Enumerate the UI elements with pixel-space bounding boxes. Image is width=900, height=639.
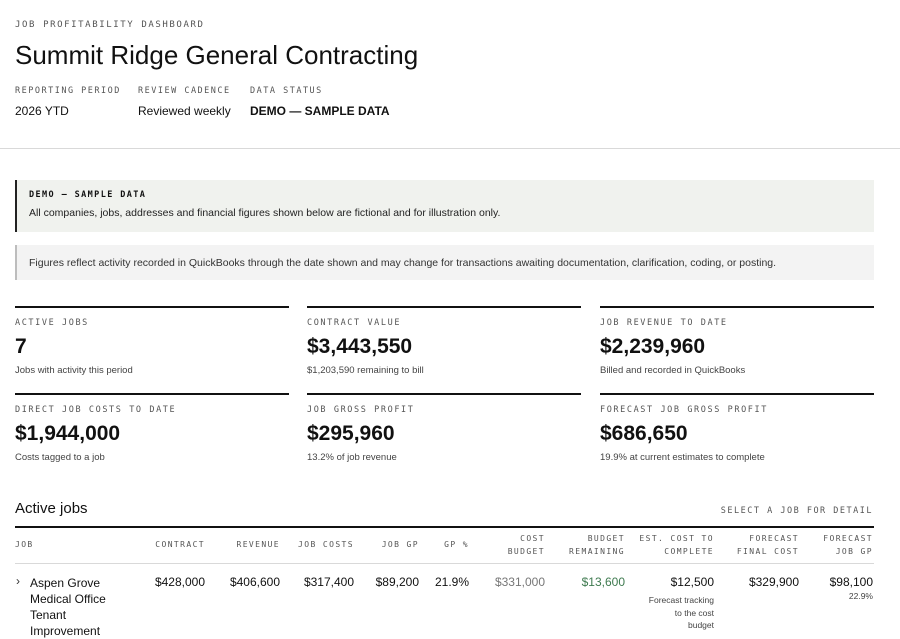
cell-est-cost: $12,500 — [670, 575, 714, 589]
demo-banner-text: All companies, jobs, addresses and finan… — [29, 207, 501, 219]
kpi-subtext: Billed and recorded in QuickBooks — [600, 365, 746, 376]
est-note-line3: budget — [688, 620, 714, 630]
col-contract: CONTRACT — [155, 540, 205, 549]
job-name-link[interactable]: Aspen Grove Medical Office Tenant Improv… — [30, 576, 106, 638]
cell-gp-pct: 21.9% — [434, 575, 469, 589]
col-forecast-final-line1: FORECAST — [749, 534, 799, 543]
kpi-value: $295,960 — [307, 422, 395, 445]
meta-review-cadence: REVIEW CADENCE Reviewed weekly — [138, 86, 231, 118]
select-job-hint: SELECT A JOB FOR DETAIL — [720, 506, 873, 516]
col-est-cost-to-complete: EST. COST TO COMPLETE — [639, 532, 714, 558]
meta-label: REPORTING PERIOD — [15, 86, 121, 96]
active-jobs-heading: Active jobs — [15, 500, 88, 517]
kpi-forecast-gross-profit: FORECAST JOB GROSS PROFIT $686,650 19.9%… — [600, 393, 874, 463]
col-est-cost-line1: EST. COST TO — [639, 534, 714, 543]
kpi-direct-job-costs: DIRECT JOB COSTS TO DATE $1,944,000 Cost… — [15, 393, 289, 463]
cell-job-costs: $317,400 — [303, 575, 354, 589]
col-cost-budget-line2: BUDGET — [507, 547, 545, 556]
meta-value: DEMO — SAMPLE DATA — [250, 104, 390, 118]
col-budget-remaining-line2: REMAINING — [569, 547, 625, 556]
kpi-label: JOB GROSS PROFIT — [307, 405, 415, 415]
meta-data-status: DATA STATUS DEMO — SAMPLE DATA — [250, 86, 390, 118]
demo-banner: DEMO — SAMPLE DATA All companies, jobs, … — [15, 180, 874, 232]
col-forecast-gp-line2: JOB GP — [835, 547, 873, 556]
kpi-label: ACTIVE JOBS — [15, 318, 89, 328]
col-job-costs: JOB COSTS — [298, 540, 354, 549]
meta-value: 2026 YTD — [15, 104, 69, 118]
kpi-label: DIRECT JOB COSTS TO DATE — [15, 405, 177, 415]
chevron-right-icon[interactable]: › — [16, 574, 20, 588]
col-forecast-job-gp: FORECAST JOB GP — [823, 532, 873, 558]
col-job: JOB — [15, 540, 34, 549]
cell-forecast-job-gp: $98,100 — [829, 575, 873, 589]
table-top-rule — [15, 526, 874, 528]
cell-revenue: $406,600 — [229, 575, 280, 589]
col-cost-budget: COST BUDGET — [508, 532, 545, 558]
col-cost-budget-line1: COST — [520, 534, 545, 543]
meta-label: REVIEW CADENCE — [138, 86, 231, 96]
kpi-value: $686,650 — [600, 422, 688, 445]
col-est-cost-line2: COMPLETE — [664, 547, 714, 556]
col-revenue: REVENUE — [236, 540, 280, 549]
cell-budget-remaining: $13,600 — [581, 575, 625, 589]
meta-reporting-period: REPORTING PERIOD 2026 YTD — [15, 86, 121, 118]
col-job-gp: JOB GP — [381, 540, 419, 549]
kpi-subtext: Costs tagged to a job — [15, 452, 105, 463]
cell-forecast-gp-pct: 22.9% — [848, 591, 873, 601]
col-forecast-final-cost: FORECAST FINAL COST — [737, 532, 799, 558]
kpi-subtext: Jobs with activity this period — [15, 365, 133, 376]
cell-forecast-final-cost: $329,900 — [748, 575, 799, 589]
table-header-rule — [15, 563, 874, 564]
cell-contract: $428,000 — [154, 575, 205, 589]
kpi-label: JOB REVENUE TO DATE — [600, 318, 728, 328]
cell-job-gp: $89,200 — [375, 575, 419, 589]
kpi-value: $2,239,960 — [600, 335, 706, 358]
data-note-banner: Figures reflect activity recorded in Qui… — [15, 245, 874, 280]
kpi-job-gross-profit: JOB GROSS PROFIT $295,960 13.2% of job r… — [307, 393, 581, 463]
col-budget-remaining-line1: BUDGET — [587, 534, 625, 543]
kpi-subtext: $1,203,590 remaining to bill — [307, 365, 424, 376]
kpi-job-revenue: JOB REVENUE TO DATE $2,239,960 Billed an… — [600, 306, 874, 376]
kpi-value: 7 — [15, 335, 27, 358]
demo-banner-title: DEMO — SAMPLE DATA — [29, 190, 147, 200]
cell-cost-budget: $331,000 — [494, 575, 545, 589]
kpi-active-jobs: ACTIVE JOBS 7 Jobs with activity this pe… — [15, 306, 289, 376]
est-note-line2: to the cost — [674, 607, 714, 618]
col-gp-pct: GP % — [444, 540, 469, 549]
dashboard-header: JOB PROFITABILITY DASHBOARD Summit Ridge… — [0, 0, 900, 149]
col-forecast-final-line2: FINAL COST — [736, 547, 799, 556]
page-title: Summit Ridge General Contracting — [15, 40, 419, 70]
col-budget-remaining: BUDGET REMAINING — [569, 532, 625, 558]
kpi-value: $3,443,550 — [307, 335, 413, 358]
est-note-line1: Forecast tracking — [648, 595, 714, 605]
kpi-subtext: 19.9% at current estimates to complete — [600, 452, 765, 463]
dashboard-eyebrow: JOB PROFITABILITY DASHBOARD — [15, 20, 205, 30]
kpi-value: $1,944,000 — [15, 422, 121, 445]
kpi-contract-value: CONTRACT VALUE $3,443,550 $1,203,590 rem… — [307, 306, 581, 376]
kpi-label: FORECAST JOB GROSS PROFIT — [600, 405, 768, 415]
meta-value: Reviewed weekly — [138, 104, 231, 118]
meta-label: DATA STATUS — [250, 86, 323, 96]
cell-est-cost-note: Forecast tracking to the cost budget — [649, 594, 714, 632]
kpi-label: CONTRACT VALUE — [307, 318, 402, 328]
kpi-subtext: 13.2% of job revenue — [307, 452, 397, 463]
col-forecast-gp-line1: FORECAST — [823, 534, 873, 543]
